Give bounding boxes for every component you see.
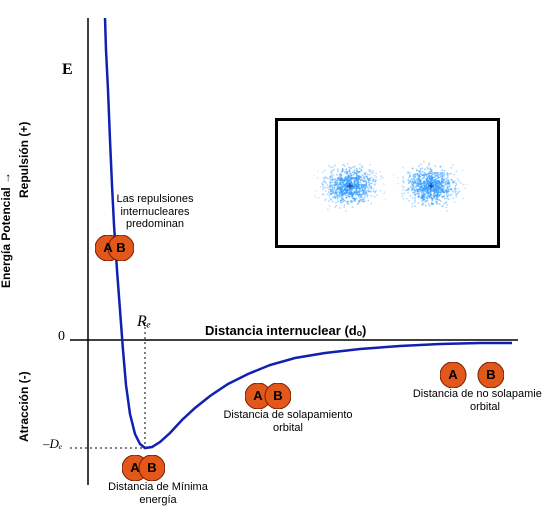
y-axis-label-main: Energía Potencial → [0, 172, 13, 288]
caption-overlap: Distancia de solapamiento orbital [218, 409, 358, 434]
x-axis-title: Distancia internuclear (dₒ) [205, 323, 366, 338]
caption-nooverlap: Distancia de no solapamiento orbital [410, 388, 542, 413]
atom-pair-overlap: AB [245, 383, 291, 409]
caption-minimum: Distancia de Mínima energía [108, 481, 208, 506]
svg-text:A: A [448, 367, 458, 382]
svg-text:A: A [253, 388, 263, 403]
svg-text:A: A [130, 460, 140, 475]
svg-text:B: B [116, 240, 125, 255]
svg-text:B: B [147, 460, 156, 475]
caption-repulsion: Las repulsiones internucleares predomina… [95, 193, 215, 231]
tick-zero: 0 [58, 329, 65, 345]
svg-text:+: + [427, 179, 434, 193]
y-axis-label-repulsion: Repulsión (+) [17, 122, 31, 198]
svg-text:+: + [346, 179, 353, 193]
svg-text:B: B [273, 388, 282, 403]
electron-cloud-inset: ++ [275, 118, 500, 248]
atom-pair-repulsion: AB [95, 235, 134, 261]
tick-e: E [62, 61, 73, 79]
y-axis-label-attraction: Atracción (-) [17, 371, 31, 442]
tick-re: Rₑ [137, 313, 151, 331]
svg-text:A: A [103, 240, 113, 255]
potential-energy-plot: 0 Rₑ –Dₑ E Distancia internuclear (dₒ) A… [40, 10, 530, 510]
atom-pair-nooverlap: AB [440, 362, 504, 388]
svg-text:B: B [486, 367, 495, 382]
atom-pair-minimum: AB [122, 455, 165, 481]
tick-de: –Dₑ [43, 436, 62, 452]
